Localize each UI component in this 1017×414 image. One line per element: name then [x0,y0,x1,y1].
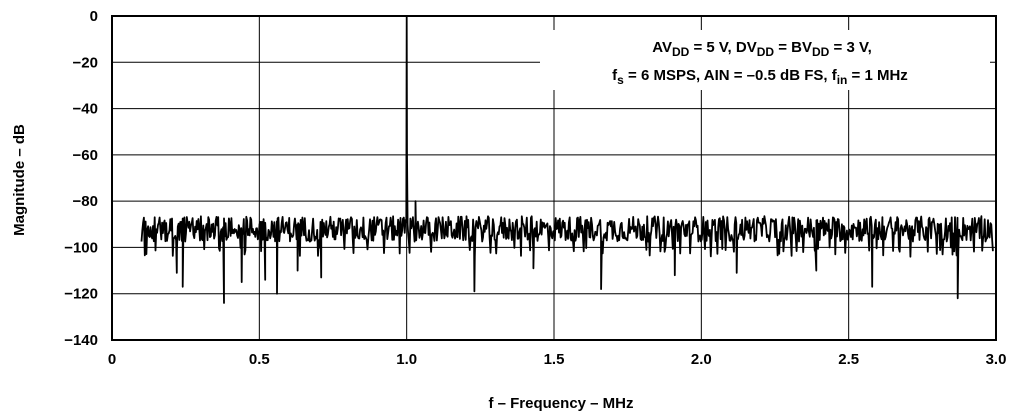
y-tick-label: −20 [73,54,98,71]
y-tick-label: −60 [73,147,98,164]
y-tick-label: −100 [64,239,98,256]
x-tick-label: 1.5 [544,351,565,368]
spectrum-trace [140,15,994,304]
y-tick-labels: 0 −20 −40 −60 −80 −100 −120 −140 [64,8,98,349]
y-tick-label: −40 [73,101,98,118]
x-tick-label: 3.0 [986,351,1007,368]
plot-frame [111,15,997,341]
x-axis-label: f – Frequency – MHz [488,395,633,412]
series-spectrum [140,15,994,304]
x-tick-label: 2.0 [691,351,712,368]
y-tick-label: −120 [64,286,98,303]
x-tick-labels: 0 0.5 1.0 1.5 2.0 2.5 3.0 [108,351,1007,368]
annotation-background [540,30,990,90]
x-tick-label: 2.5 [838,351,859,368]
y-tick-label: −80 [73,193,98,210]
y-tick-label: −140 [64,332,98,349]
x-tick-label: 0 [108,351,116,368]
y-tick-label: 0 [90,8,98,25]
annotation-line-1: AVDD = 5 V, DVDD = BVDD = 3 V, [652,39,872,59]
annotation-line-2: fs = 6 MSPS, AIN = –0.5 dB FS, fin = 1 M… [612,67,908,87]
x-tick-label: 1.0 [396,351,417,368]
y-axis-label: Magnitude – dB [11,124,28,236]
x-tick-label: 0.5 [249,351,270,368]
